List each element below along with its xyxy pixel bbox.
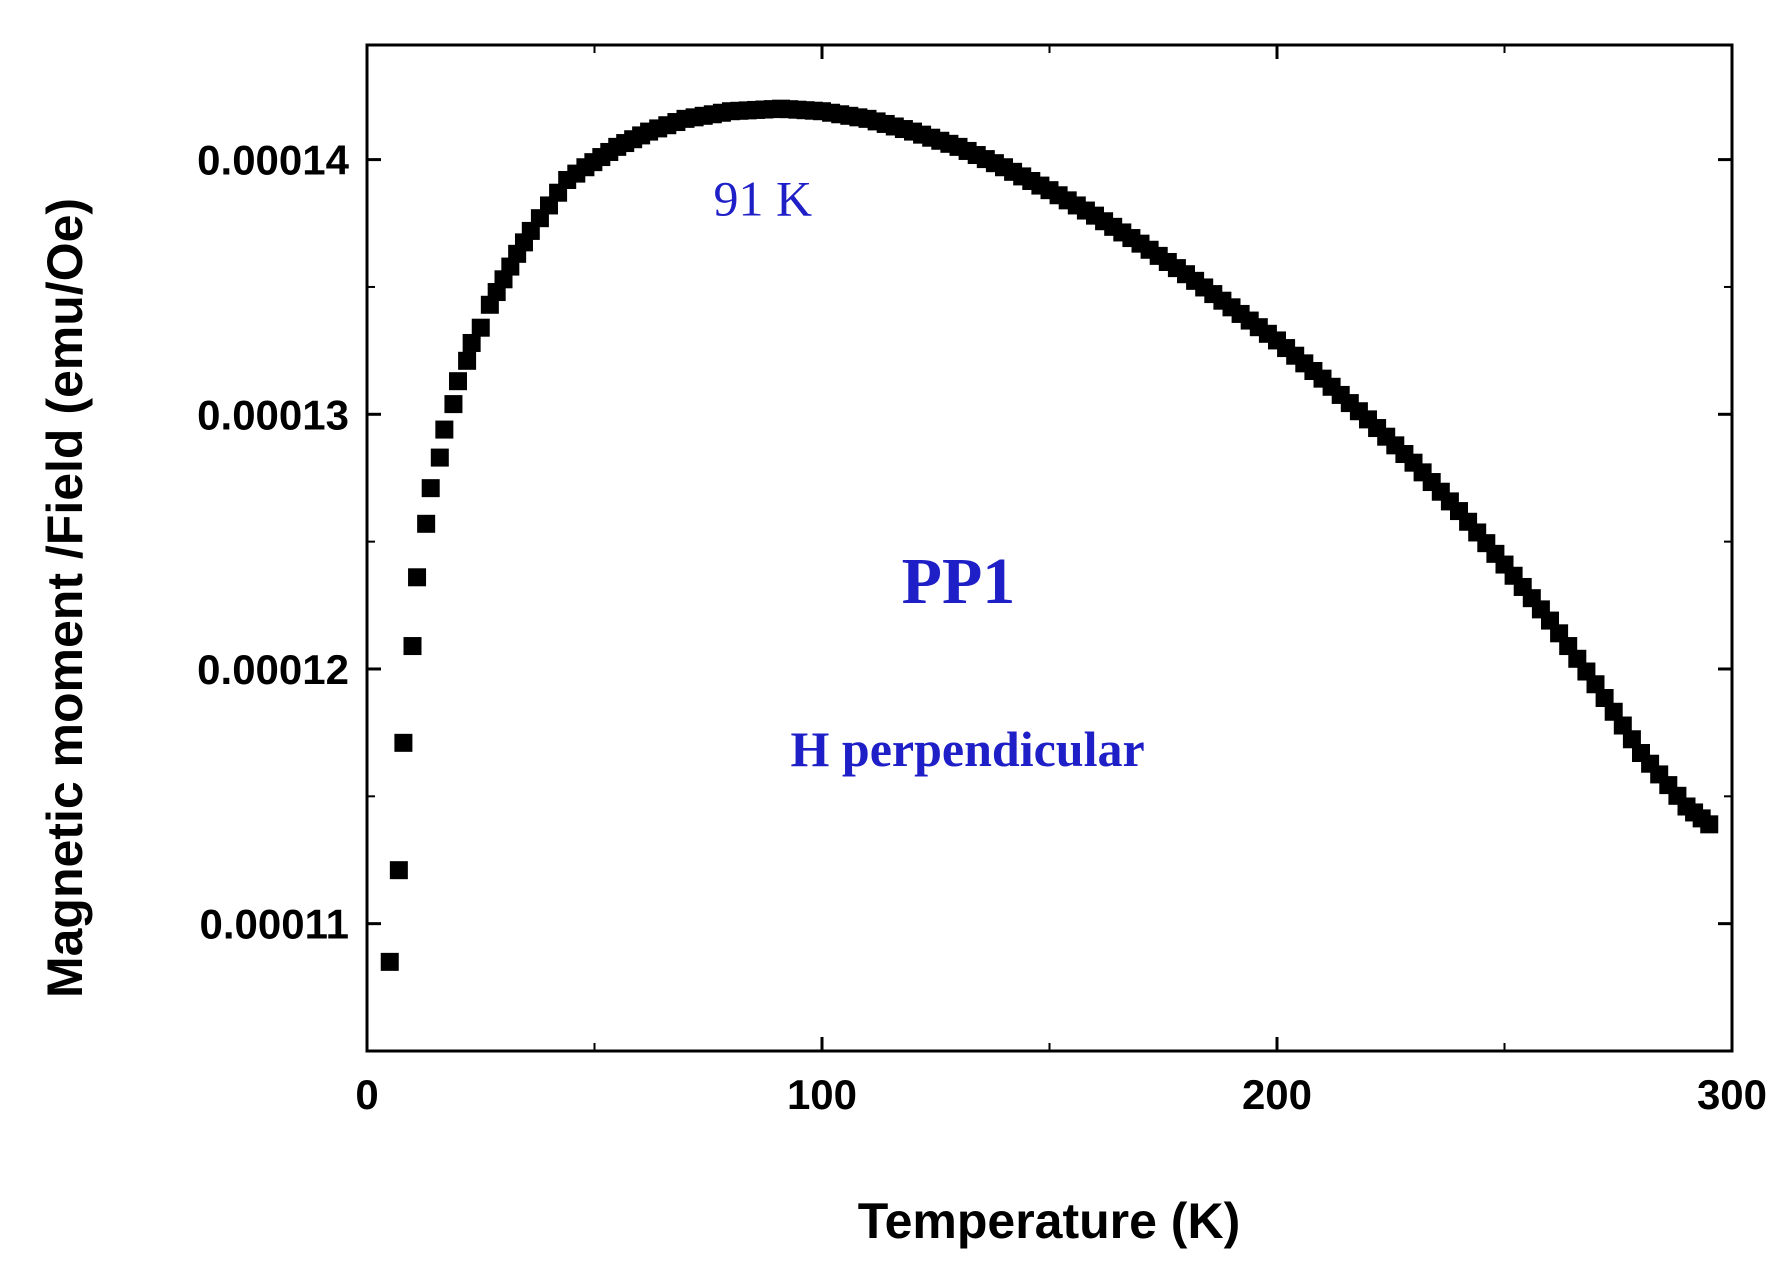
annotation-label: PP1	[902, 545, 1016, 618]
data-point	[417, 514, 436, 533]
data-point	[1595, 689, 1614, 708]
data-point	[408, 568, 427, 587]
y-axis-ticks: 0.00011 0.00012 0.00013 0.00014	[197, 137, 1732, 1052]
data-point	[471, 318, 490, 337]
data-point	[449, 372, 467, 391]
x-axis-ticks: 0 100 200 300	[355, 45, 1767, 1118]
y-tick-label: 0.00012	[197, 646, 349, 693]
data-point	[1700, 815, 1719, 834]
annotation-label: 91 K	[714, 171, 813, 227]
y-tick-label: 0.00011	[199, 901, 349, 948]
annotations: 91 K PP1 H perpendicular	[714, 171, 1145, 777]
x-axis-title: Temperature (K)	[858, 1193, 1240, 1249]
y-tick-label: 0.00014	[197, 137, 349, 184]
data-point	[1622, 730, 1641, 749]
data-point	[435, 420, 454, 439]
data-point	[403, 637, 422, 656]
data-point	[1586, 675, 1605, 694]
x-tick-label: 100	[787, 1071, 857, 1118]
annotation-label: H perpendicular	[791, 721, 1145, 777]
y-axis-title: Magnetic moment /Field (emu/Oe)	[37, 198, 93, 998]
data-point	[389, 861, 408, 880]
data-point	[458, 351, 477, 370]
x-tick-label: 0	[355, 1071, 378, 1118]
y-tick-label: 0.00013	[197, 391, 349, 438]
data-point	[1604, 702, 1623, 721]
data-point	[444, 395, 463, 414]
data-point	[430, 448, 449, 467]
data-series-pp1	[380, 99, 1719, 971]
data-point	[394, 733, 413, 752]
data-point	[421, 479, 440, 498]
data-point	[1613, 716, 1632, 735]
x-tick-label: 200	[1242, 1071, 1312, 1118]
x-tick-label: 300	[1697, 1071, 1767, 1118]
data-point	[462, 333, 481, 352]
data-point	[380, 952, 399, 971]
